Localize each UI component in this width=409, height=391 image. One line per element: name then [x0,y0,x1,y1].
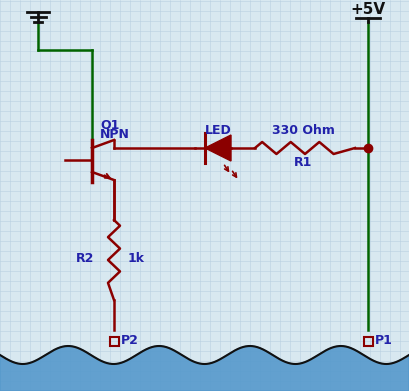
Bar [364,337,373,346]
Text: R1: R1 [294,156,312,169]
Bar [110,337,119,346]
Text: 330 Ohm: 330 Ohm [272,124,335,136]
Text: NPN: NPN [100,129,130,142]
Text: LED: LED [204,124,231,136]
Text: 1k: 1k [128,251,145,264]
Text: R2: R2 [76,251,94,264]
Polygon shape [205,135,231,161]
Text: +5V: +5V [351,2,386,18]
Text: Q1: Q1 [100,118,119,131]
Text: P2: P2 [121,334,139,348]
Text: P1: P1 [375,334,393,348]
